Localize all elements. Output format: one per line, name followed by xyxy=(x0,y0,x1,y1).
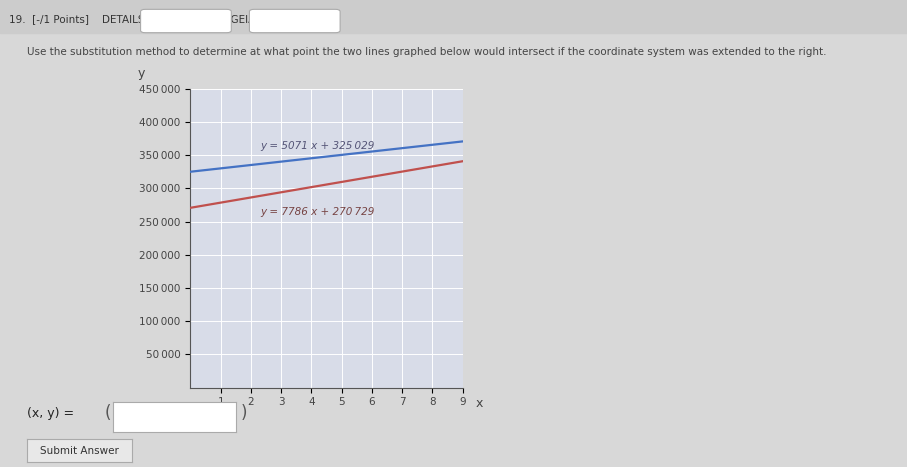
Text: y = 7786 x + 270 729: y = 7786 x + 270 729 xyxy=(260,206,375,217)
Text: DETAILS: DETAILS xyxy=(168,16,204,26)
Text: Use the substitution method to determine at what point the two lines graphed bel: Use the substitution method to determine… xyxy=(27,47,826,57)
Text: (: ( xyxy=(104,404,111,422)
Text: y = 5071 x + 325 029: y = 5071 x + 325 029 xyxy=(260,142,375,151)
Text: 19.  [-/1 Points]    DETAILS    MY NOTES    TGEIALG6 4.2.084.: 19. [-/1 Points] DETAILS MY NOTES TGEIAL… xyxy=(9,14,322,24)
Y-axis label: y: y xyxy=(138,67,145,80)
Text: ): ) xyxy=(240,404,247,422)
X-axis label: x: x xyxy=(475,396,483,410)
Bar xyxy=(0,0,907,33)
Text: MY NOTES: MY NOTES xyxy=(271,16,318,26)
Text: (x, y) =: (x, y) = xyxy=(27,407,74,420)
Text: Submit Answer: Submit Answer xyxy=(40,446,119,456)
